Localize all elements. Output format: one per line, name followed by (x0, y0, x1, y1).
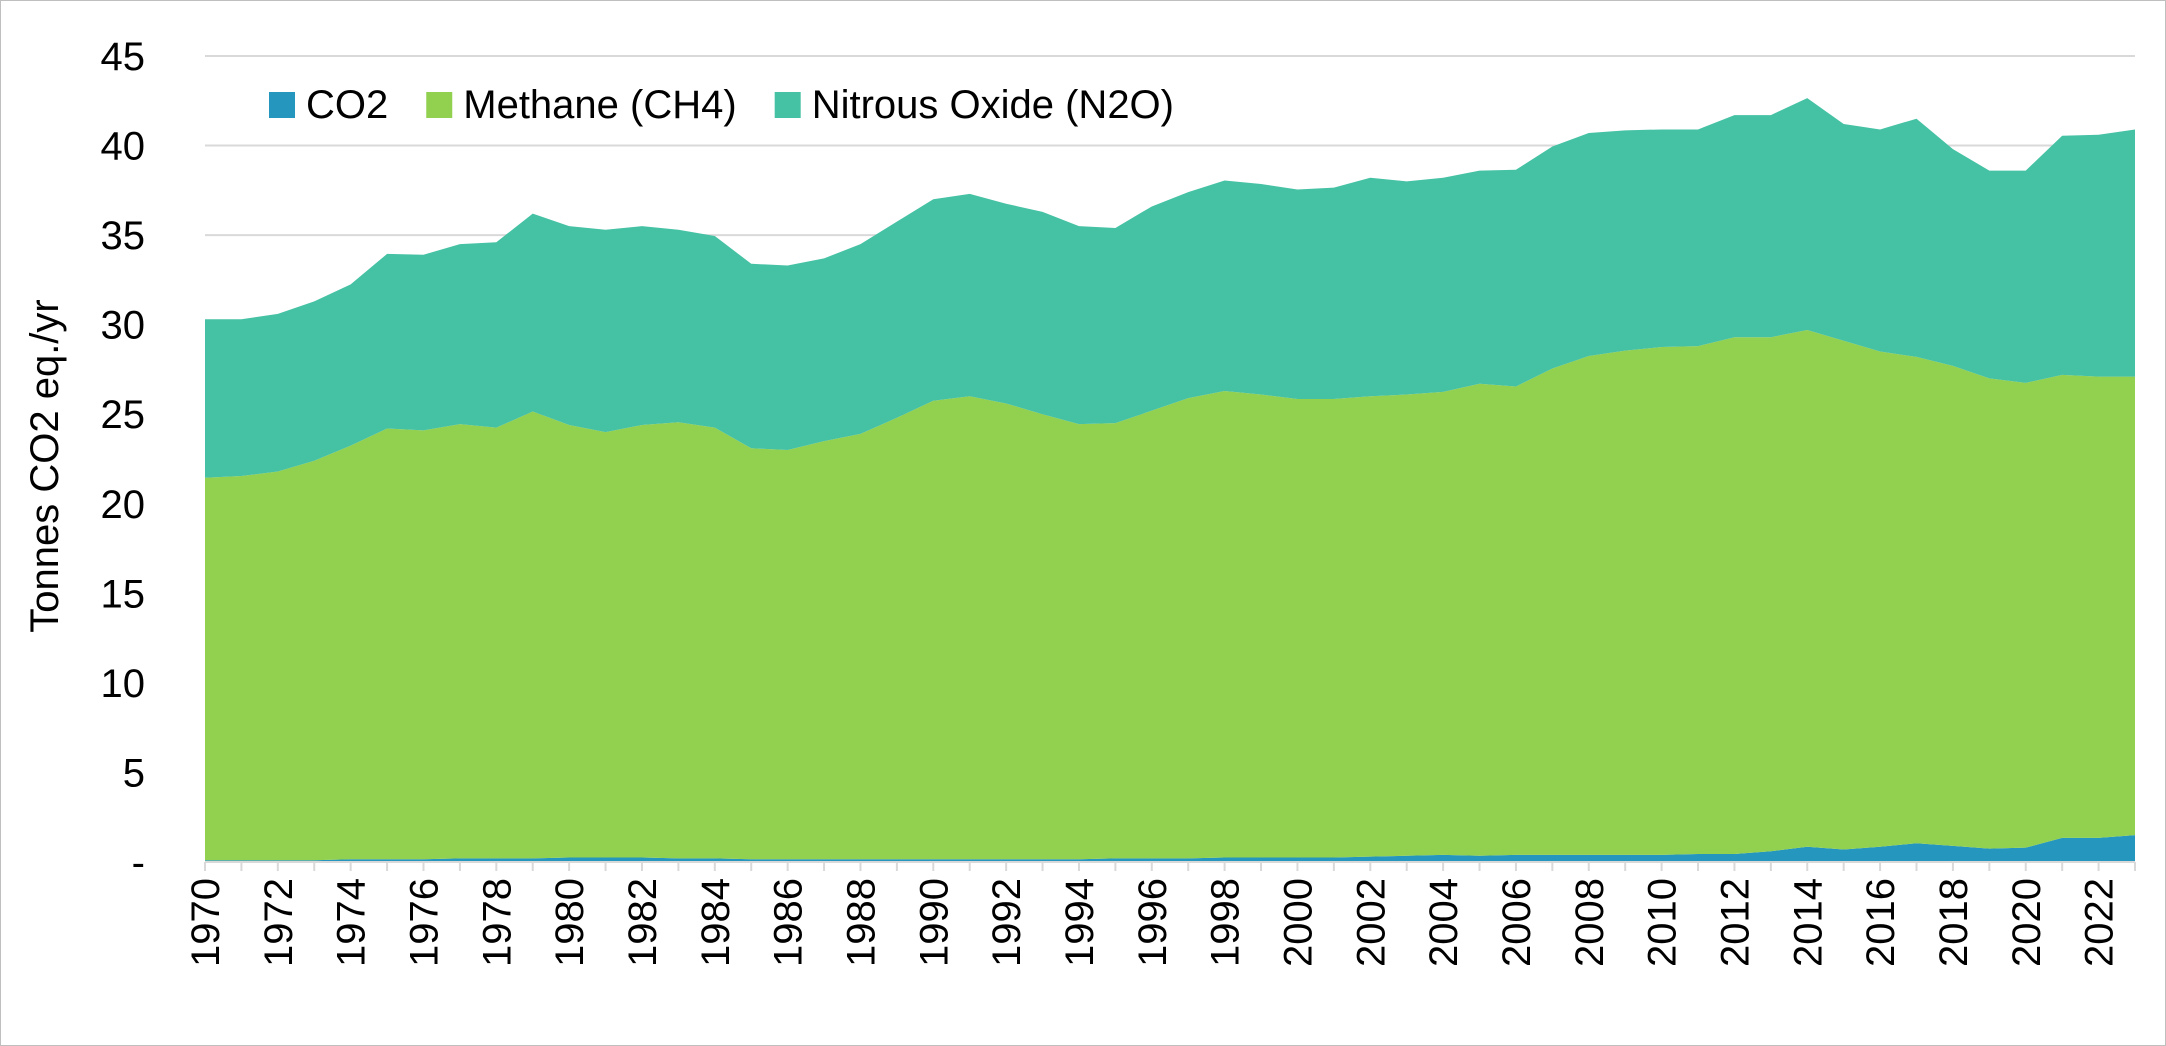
x-tick-label: 2016 (1859, 878, 1903, 967)
y-tick-label: 45 (101, 35, 146, 79)
y-tick-labels: - 5 10 15 20 25 30 35 40 45 (101, 35, 146, 885)
y-tick-label: 25 (101, 393, 146, 437)
legend-swatch-nitrous-oxide-n2o (774, 92, 801, 118)
y-tick-label: 15 (101, 572, 146, 616)
x-tick-label: 1982 (621, 878, 665, 967)
y-axis-title: Tonnes CO2 eq./yr (23, 299, 67, 633)
legend-swatch-methane-ch4 (426, 92, 453, 118)
x-tick-label: 2012 (1713, 878, 1757, 967)
y-tick-label: - (132, 841, 145, 885)
x-tick-label: 2020 (2005, 878, 2049, 967)
legend: CO2 Methane (CH4) Nitrous Oxide (N2O) (269, 83, 1174, 127)
x-tick-label: 2006 (1495, 878, 1539, 967)
x-tick-label: 1998 (1204, 878, 1248, 967)
x-tick-label: 1972 (257, 878, 301, 967)
legend-label-co2: CO2 (306, 83, 388, 127)
area-series-nitrous-oxide-n2o (205, 98, 2135, 478)
area-series-methane-ch4 (205, 330, 2135, 861)
x-tick-label: 1970 (184, 878, 228, 967)
y-tick-label: 20 (101, 483, 146, 527)
x-tick-label: 1996 (1131, 878, 1175, 967)
x-tick-label: 2022 (2078, 878, 2122, 967)
y-tick-label: 35 (101, 214, 146, 258)
area-series-co2 (205, 835, 2135, 862)
y-tick-label: 40 (101, 125, 146, 169)
axes (204, 861, 2136, 871)
y-tick-label: 5 (123, 751, 145, 795)
legend-label-methane-ch4: Methane (CH4) (463, 83, 736, 127)
x-tick-label: 1980 (548, 878, 592, 967)
x-tick-label: 2008 (1568, 878, 1612, 967)
x-tick-label: 1990 (912, 878, 956, 967)
x-tick-label: 2004 (1422, 878, 1466, 967)
area-series-layer (205, 98, 2135, 862)
x-tick-label: 1988 (839, 878, 883, 967)
x-tick-labels: 1970 1972 1974 1976 1978 1980 1982 1984 1986 1988… (184, 878, 2122, 967)
y-tick-label: 10 (101, 662, 146, 706)
x-tick-label: 2010 (1641, 878, 1685, 967)
x-tick-label: 2014 (1786, 878, 1830, 967)
x-tick-label: 2000 (1276, 878, 1320, 967)
x-tick-label: 1986 (767, 878, 811, 967)
y-tick-label: 30 (101, 304, 146, 348)
x-tick-label: 1984 (694, 878, 738, 967)
x-tick-label: 1978 (475, 878, 519, 967)
x-tick-label: 1994 (1058, 878, 1102, 967)
x-tick-label: 2018 (1932, 878, 1976, 967)
x-tick-label: 1976 (402, 878, 446, 967)
legend-label-nitrous-oxide-n2o: Nitrous Oxide (N2O) (812, 83, 1174, 127)
x-tick-label: 2002 (1349, 878, 1393, 967)
x-tick-label: 1974 (330, 878, 374, 967)
x-tick-label: 1992 (985, 878, 1029, 967)
legend-swatch-co2 (269, 92, 295, 118)
